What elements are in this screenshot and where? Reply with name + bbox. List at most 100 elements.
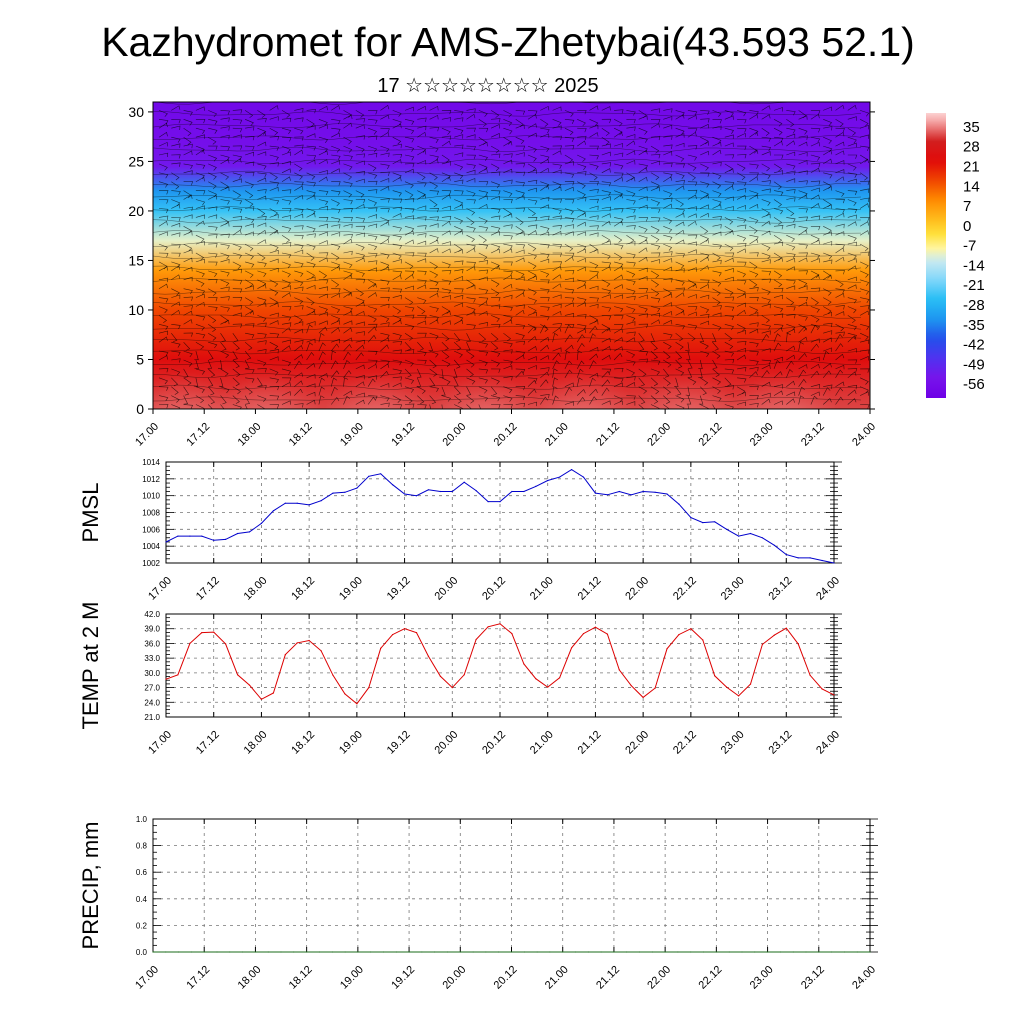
wind-barb <box>773 107 783 112</box>
wind-barb <box>183 404 194 409</box>
wind-barb <box>257 177 267 183</box>
wind-barb <box>491 404 501 409</box>
wind-barb <box>183 332 194 337</box>
heatmap-x-tick-label: 22.00 <box>645 421 673 449</box>
wind-barb <box>552 181 562 189</box>
wind-barb <box>318 231 328 237</box>
wind-barb <box>711 333 717 343</box>
wind-barb <box>306 342 313 352</box>
wind-barb <box>429 261 438 270</box>
data-point <box>248 531 251 533</box>
wind-barb <box>835 305 845 310</box>
wind-barb <box>663 359 672 368</box>
wind-barb <box>823 119 833 126</box>
wind-barb <box>749 385 759 391</box>
wind-barb <box>761 151 771 156</box>
data-point <box>280 951 282 953</box>
wind-barb <box>613 190 623 198</box>
wind-barb <box>318 159 328 165</box>
wind-barb <box>380 217 390 224</box>
wind-barb <box>675 306 685 314</box>
wind-barb <box>269 312 279 318</box>
wind-barb <box>269 341 279 350</box>
wind-barb <box>699 386 707 396</box>
wind-barb <box>552 347 562 352</box>
wind-barb <box>257 141 267 147</box>
wind-barb <box>698 368 703 379</box>
wind-barb <box>835 343 844 352</box>
wind-barb <box>761 364 771 370</box>
wind-barb <box>404 341 412 351</box>
data-point <box>356 703 358 705</box>
data-point <box>463 481 465 483</box>
wind-barb <box>454 134 464 139</box>
wind-barb <box>392 190 402 197</box>
wind-barb <box>589 320 599 325</box>
wind-barb <box>232 268 242 274</box>
wind-barb <box>429 145 439 153</box>
wind-barb <box>343 172 353 180</box>
wind-barb <box>749 204 759 209</box>
wind-barb <box>343 208 353 213</box>
wind-barb <box>171 204 181 209</box>
wind-barb <box>478 322 488 327</box>
wind-barb <box>183 257 193 263</box>
wind-barb <box>724 315 735 321</box>
wind-barb <box>601 136 610 145</box>
wind-barb <box>245 332 255 339</box>
wind-barb <box>195 163 206 169</box>
wind-barb <box>490 288 500 297</box>
wind-barb <box>601 196 611 201</box>
wind-barb <box>306 351 315 361</box>
wind-barb <box>441 135 452 140</box>
wind-barb <box>626 225 636 230</box>
x-tick-label: 18.00 <box>242 729 270 757</box>
wind-barb <box>675 350 683 360</box>
wind-barb <box>847 172 858 178</box>
wind-barb <box>773 199 783 208</box>
wind-barb <box>773 163 783 172</box>
wind-barb <box>835 381 845 387</box>
wind-barb <box>577 163 587 171</box>
wind-barb <box>330 370 340 378</box>
wind-barb <box>331 145 341 153</box>
wind-barb <box>675 213 685 218</box>
wind-barb <box>835 190 845 197</box>
wind-barb <box>441 261 451 269</box>
wind-barb <box>675 359 683 369</box>
wind-barb <box>281 368 292 375</box>
wind-barb <box>429 248 439 254</box>
wind-barb <box>368 375 378 380</box>
wind-barb <box>712 350 721 359</box>
wind-barb <box>269 377 279 384</box>
wind-barb <box>675 332 684 342</box>
wind-barb <box>552 368 558 378</box>
wind-barb <box>737 127 747 133</box>
wind-barb <box>417 172 426 181</box>
wind-barb <box>823 231 833 236</box>
wind-barb <box>564 119 575 125</box>
wind-barb <box>490 163 500 172</box>
wind-barb <box>773 359 781 370</box>
wind-barb <box>417 279 427 285</box>
wind-barb <box>429 332 439 340</box>
wind-barb <box>613 265 623 272</box>
wind-barb <box>454 319 464 325</box>
data-point <box>498 951 500 953</box>
wind-barb <box>392 376 402 381</box>
data-point <box>499 501 501 503</box>
wind-barb <box>355 392 365 398</box>
wind-barb <box>208 163 217 171</box>
wind-barb <box>429 223 439 228</box>
wind-barb <box>380 261 390 269</box>
wind-barb <box>269 349 279 354</box>
wind-barb <box>835 333 843 343</box>
wind-barb <box>159 190 169 195</box>
wind-barb <box>835 176 845 182</box>
wind-barb <box>564 387 573 396</box>
data-point <box>306 951 308 953</box>
data-point <box>229 951 231 953</box>
data-point <box>344 491 346 493</box>
contour-line <box>153 384 862 390</box>
